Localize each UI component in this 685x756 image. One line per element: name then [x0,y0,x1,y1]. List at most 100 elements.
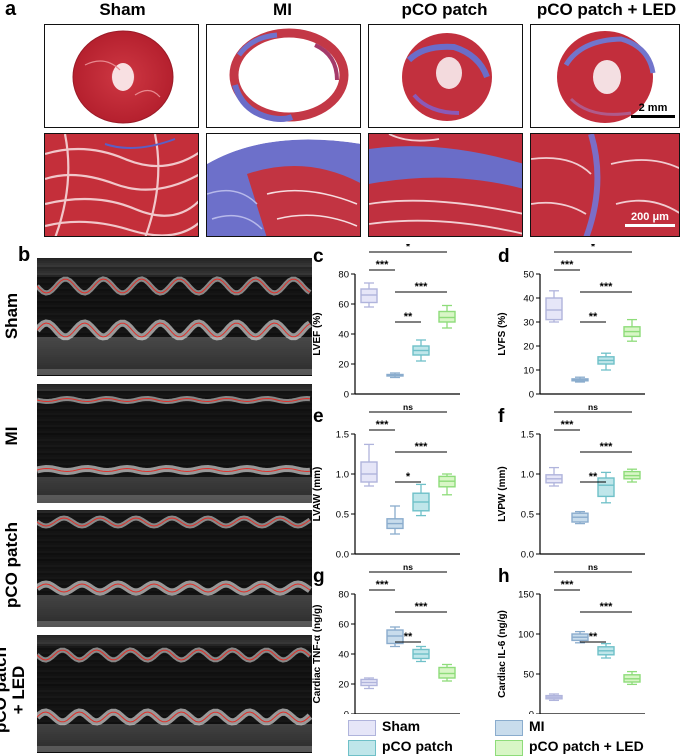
box-e-1 [386,505,404,535]
sig-label-f-1: ns [588,402,598,412]
y-tick-label-c-1: 20 [338,360,349,371]
y-tick-label-d-4: 40 [523,294,534,305]
y-axis-label-f: LVPW (mm) [497,466,508,521]
box-e-2 [412,483,430,517]
y-tick-label-f-2: 1.0 [521,470,534,481]
sig-label-e-2: *** [415,441,429,453]
box-body-e-0 [360,461,378,483]
column-title-pco: pCO patch [401,0,488,19]
box-c-3 [438,304,456,329]
legend-swatch-pco [348,740,376,756]
box-f-3 [623,468,641,483]
echo-image-pco [37,510,312,627]
sig-label-g-2: *** [415,601,429,613]
box-f-1 [571,510,589,525]
panel-b-letter: b [18,244,31,266]
legend-label-pco: pCO patch [382,738,453,754]
sig-label-h-2: *** [600,601,614,613]
tissue-zoom-sham [44,133,199,237]
panel-a-letter: a [5,0,17,20]
box-h-0 [545,693,563,702]
y-tick-label-d-5: 50 [523,270,534,281]
panel-letter-h: h [498,566,510,587]
y-axis-label-e: LVAW (mm) [312,467,323,522]
panel-g: g020406080Cardiac TNF-α (ng/g)***ns***** [312,562,460,714]
y-tick-label-d-3: 30 [523,318,534,329]
y-tick-label-g-0: 0 [344,710,349,715]
legend-swatch-mi [495,720,523,736]
sig-label-d-0: *** [561,259,575,271]
panel-letter-f: f [498,406,505,427]
y-tick-label-c-4: 80 [338,270,349,281]
y-axis-label-c: LVEF (%) [312,312,323,355]
heart-section-pco-image [402,33,492,121]
box-h-3 [623,670,641,686]
sig-label-g-0: *** [376,579,390,591]
sig-label-c-1: * [406,244,411,253]
y-tick-label-c-3: 60 [338,300,349,311]
echo-image-sham [37,258,312,376]
y-tick-label-c-2: 40 [338,330,349,341]
box-body-c-3 [438,310,456,323]
echo-image-mi [37,384,312,503]
sig-label-f-0: *** [561,419,575,431]
box-e-3 [438,473,456,496]
box-g-1 [386,626,404,648]
tissue-zoom-pco-led-image [531,134,679,236]
box-g-0 [360,677,378,690]
sig-label-e-0: *** [376,419,390,431]
panel-letter-d: d [498,246,510,267]
box-d-3 [623,318,641,342]
y-tick-label-g-1: 20 [338,680,349,691]
box-c-0 [360,282,378,308]
sig-label-d-1: * [591,244,596,253]
box-c-2 [412,339,430,362]
echo-image-pco-led [37,635,312,753]
box-body-g-3 [438,666,456,679]
echo-row-label-pco: pCO patch [2,522,21,608]
y-tick-label-f-3: 1.5 [521,430,534,441]
heart-section-pco-led-image [557,31,656,123]
box-h-2 [597,642,615,659]
column-title-sham: Sham [99,0,146,19]
sig-label-h-1: ns [588,562,598,572]
sig-label-d-2: *** [600,281,614,293]
box-d-2 [597,352,615,371]
y-tick-label-e-1: 0.5 [336,510,349,521]
sig-label-c-3: ** [404,311,413,323]
legend-label-pco-led: pCO patch + LED [529,738,644,754]
sig-label-f-3: ** [589,471,598,483]
y-tick-label-f-0: 0.0 [521,550,534,561]
tissue-zoom-pco-led: 200 μm [530,133,680,237]
tissue-zoom-pco-image [369,134,522,235]
echo-row-label-sham: Sham [2,292,21,340]
box-c-1 [386,372,404,379]
scale-bar-200um: 200 μm [625,211,675,227]
heart-section-pco [368,24,523,128]
heart-section-sham-image [72,30,174,124]
legend-label-sham: Sham [382,718,421,734]
legend-swatch-sham [348,720,376,736]
box-body-c-0 [360,288,378,304]
y-tick-label-e-3: 1.5 [336,430,349,441]
tissue-zoom-mi-image [207,134,360,236]
sig-label-h-0: *** [561,579,575,591]
sig-label-e-3: * [406,471,411,483]
box-g-3 [438,663,456,682]
y-tick-label-d-0: 0 [529,390,534,401]
y-tick-label-d-2: 20 [523,342,534,353]
echo-row-label-pco-led: pCO patch + LED [0,630,28,750]
panel-letter-g: g [313,566,325,587]
echo-row-label-mi: MI [2,426,21,446]
box-d-0 [545,290,563,323]
scale-bar-2mm-label: 2 mm [638,102,668,114]
y-tick-label-e-0: 0.0 [336,550,349,561]
y-tick-label-d-1: 10 [523,366,534,377]
box-body-f-2 [597,477,615,498]
y-tick-label-c-0: 0 [344,390,349,401]
box-h-1 [571,630,589,644]
column-title-pco-led: pCO patch + LED [536,0,677,19]
